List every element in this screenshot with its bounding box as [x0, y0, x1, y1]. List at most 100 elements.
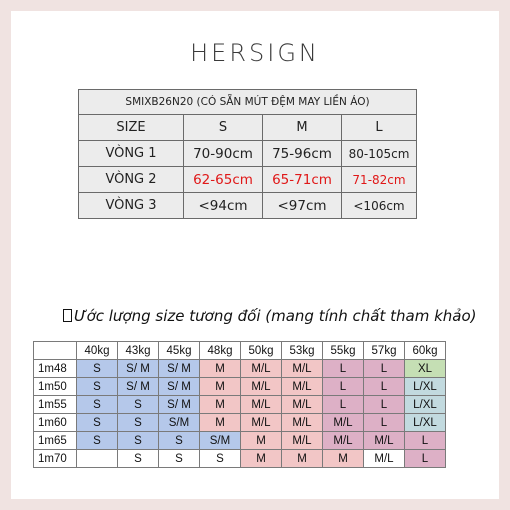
height-label: 1m70 — [33, 449, 77, 468]
measure-cell: 70-90cm — [183, 140, 263, 167]
size-estimate-cell: S/M — [199, 431, 241, 450]
size-chart-row: VÒNG 2 62-65cm 65-71cm 71-82cm — [78, 166, 417, 193]
height-row: 1m50 S S/ M S/ M M M/L M/L L L L/XL — [33, 377, 446, 396]
size-estimate-cell: L/XL — [404, 395, 446, 414]
size-estimate-cell: M — [240, 431, 282, 450]
measure-cell: <106cm — [341, 192, 417, 219]
size-estimate-cell: L — [322, 395, 364, 414]
row-label: VÒNG 1 — [78, 140, 184, 167]
size-chart-title-row: SMIXB26N20 (CÓ SẴN MÚT ĐỆM MAY LIỀN ÁO) — [78, 89, 417, 115]
size-chart-table: SMIXB26N20 (CÓ SẴN MÚT ĐỆM MAY LIỀN ÁO) … — [78, 89, 417, 219]
size-estimate-cell: L — [322, 359, 364, 378]
weight-header-cell: 55kg — [322, 341, 364, 360]
measure-cell: 75-96cm — [262, 140, 342, 167]
size-estimate-cell: L — [404, 449, 446, 468]
size-estimate-cell: M — [199, 359, 241, 378]
weight-header-cell: 45kg — [158, 341, 200, 360]
size-estimate-cell: L — [404, 431, 446, 450]
size-estimate-cell: M — [281, 449, 323, 468]
size-estimate-cell: S — [76, 395, 118, 414]
size-estimate-cell: S — [199, 449, 241, 468]
size-estimate-cell: M — [199, 413, 241, 432]
size-estimate-cell: M/L — [322, 431, 364, 450]
size-estimate-cell: M — [322, 449, 364, 468]
size-estimate-cell: M/L — [281, 413, 323, 432]
size-estimate-cell: M/L — [240, 413, 282, 432]
note-text: Ước lượng size tương đối (mang tính chất… — [74, 307, 477, 325]
measure-cell: 80-105cm — [341, 140, 417, 167]
measure-cell-highlight: 71-82cm — [341, 166, 417, 193]
brand-logo: HERSIGN — [190, 39, 320, 67]
size-chart-header-row: SIZE S M L — [78, 114, 417, 141]
height-label: 1m65 — [33, 431, 77, 450]
weight-header-cell: 43kg — [117, 341, 159, 360]
size-estimate-cell: M/L — [281, 395, 323, 414]
size-estimate-cell: L — [363, 413, 405, 432]
measure-cell: <97cm — [262, 192, 342, 219]
size-estimate-cell: S/ M — [158, 359, 200, 378]
size-estimate-table: 40kg 43kg 45kg 48kg 50kg 53kg 55kg 57kg 60kg 1m48… — [33, 341, 446, 468]
size-header-label: SIZE — [78, 114, 184, 141]
height-label: 1m50 — [33, 377, 77, 396]
size-estimate-cell: S — [117, 449, 159, 468]
weight-header-cell: 60kg — [404, 341, 446, 360]
size-estimate-note: Ước lượng size tương đối (mang tính chất… — [63, 307, 477, 325]
size-estimate-cell: S — [117, 413, 159, 432]
size-estimate-cell: S — [158, 431, 200, 450]
size-estimate-cell: S — [158, 449, 200, 468]
size-estimate-cell: S — [117, 395, 159, 414]
size-estimate-cell: L — [363, 359, 405, 378]
size-estimate-cell: S — [117, 431, 159, 450]
measure-cell-highlight: 62-65cm — [183, 166, 263, 193]
size-header-m: M — [262, 114, 342, 141]
size-estimate-cell: S/ M — [117, 359, 159, 378]
height-row: 1m48 S S/ M S/ M M M/L M/L L L XL — [33, 359, 446, 378]
size-header-l: L — [341, 114, 417, 141]
size-estimate-cell: M/L — [281, 359, 323, 378]
weight-header-cell: 50kg — [240, 341, 282, 360]
size-estimate-cell: S/M — [158, 413, 200, 432]
height-row: 1m60 S S S/M M M/L M/L M/L L L/XL — [33, 413, 446, 432]
weight-header-cell: 40kg — [76, 341, 118, 360]
height-label: 1m48 — [33, 359, 77, 378]
size-estimate-cell: M/L — [363, 431, 405, 450]
corner-cell — [33, 341, 77, 360]
size-estimate-cell: M/L — [281, 377, 323, 396]
weight-header-cell: 53kg — [281, 341, 323, 360]
row-label: VÒNG 3 — [78, 192, 184, 219]
weight-header-row: 40kg 43kg 45kg 48kg 50kg 53kg 55kg 57kg 60kg — [33, 341, 446, 360]
size-estimate-cell: M/L — [281, 431, 323, 450]
size-chart-row: VÒNG 1 70-90cm 75-96cm 80-105cm — [78, 140, 417, 167]
missing-glyph-box — [63, 309, 72, 322]
size-estimate-cell: M — [199, 395, 241, 414]
size-header-s: S — [183, 114, 263, 141]
size-estimate-cell: M/L — [363, 449, 405, 468]
measure-cell-highlight: 65-71cm — [262, 166, 342, 193]
size-estimate-cell: L/XL — [404, 377, 446, 396]
size-estimate-cell: M — [240, 449, 282, 468]
weight-header-cell: 57kg — [363, 341, 405, 360]
height-row: 1m70 S S S M M M M/L L — [33, 449, 446, 468]
size-estimate-cell: S/ M — [158, 395, 200, 414]
size-chart-row: VÒNG 3 <94cm <97cm <106cm — [78, 192, 417, 219]
size-estimate-cell: S — [76, 431, 118, 450]
weight-header-cell: 48kg — [199, 341, 241, 360]
size-estimate-cell: XL — [404, 359, 446, 378]
size-estimate-cell: M/L — [240, 395, 282, 414]
height-label: 1m55 — [33, 395, 77, 414]
row-label: VÒNG 2 — [78, 166, 184, 193]
size-estimate-cell: S — [76, 377, 118, 396]
height-label: 1m60 — [33, 413, 77, 432]
size-estimate-cell: M/L — [240, 377, 282, 396]
height-row: 1m65 S S S S/M M M/L M/L M/L L — [33, 431, 446, 450]
size-estimate-cell: S — [76, 359, 118, 378]
size-estimate-cell: L — [363, 377, 405, 396]
size-guide-card: HERSIGN SMIXB26N20 (CÓ SẴN MÚT ĐỆM MAY L… — [11, 11, 499, 499]
size-estimate-cell: S/ M — [117, 377, 159, 396]
size-estimate-cell: L — [322, 377, 364, 396]
size-estimate-cell: S/ M — [158, 377, 200, 396]
height-row: 1m55 S S S/ M M M/L M/L L L L/XL — [33, 395, 446, 414]
size-estimate-cell — [76, 449, 118, 468]
size-estimate-cell: M/L — [240, 359, 282, 378]
size-estimate-cell: M/L — [322, 413, 364, 432]
